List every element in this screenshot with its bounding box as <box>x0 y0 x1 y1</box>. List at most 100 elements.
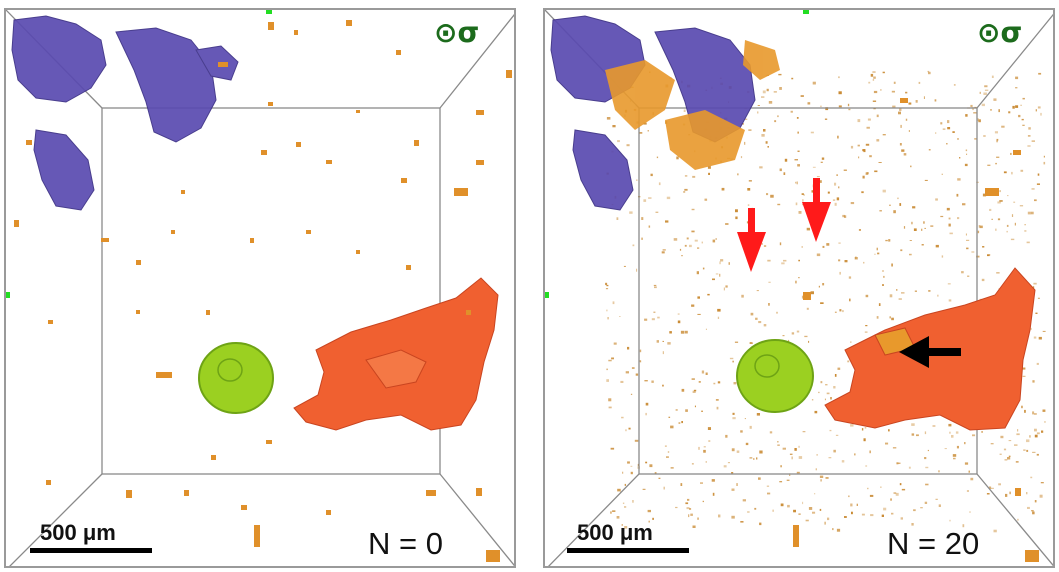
damage-dot <box>825 384 828 386</box>
damage-dot <box>653 311 656 313</box>
damage-dot <box>941 255 944 258</box>
damage-dot <box>949 519 951 522</box>
damage-dot <box>983 135 986 137</box>
damage-dot <box>1010 152 1012 155</box>
damage-dot <box>688 514 690 518</box>
damage-dot <box>966 247 969 250</box>
right-panel: ⊙σ 500 μm N = 20 <box>543 8 1055 568</box>
damage-dot <box>652 517 654 520</box>
damage-dot <box>643 122 647 125</box>
damage-dot <box>928 71 931 75</box>
damage-dot <box>944 448 947 450</box>
damage-dot <box>935 498 938 500</box>
damage-dot <box>836 197 840 201</box>
damage-dot <box>1022 97 1025 100</box>
damage-dot <box>794 448 797 451</box>
damage-dot <box>897 197 899 200</box>
damage-dot <box>761 134 765 137</box>
damage-dot <box>844 260 848 263</box>
damage-dot <box>869 494 874 497</box>
damage-dot <box>668 416 671 418</box>
damage-dot <box>1021 405 1023 409</box>
damage-dot <box>772 509 774 512</box>
stress-direction-icon: ⊙σ <box>434 16 480 49</box>
damage-dot <box>949 232 953 235</box>
damage-dot <box>874 253 876 255</box>
damage-dot <box>769 431 773 434</box>
damage-dot <box>1008 440 1012 442</box>
damage-dot <box>986 493 990 495</box>
damage-dot <box>921 228 923 231</box>
damage-dot <box>1027 506 1030 509</box>
damage-dot <box>901 488 906 491</box>
damage-dot <box>989 208 992 211</box>
damage-dot <box>1036 183 1040 185</box>
damage-dot <box>995 162 997 165</box>
damage-dot <box>878 162 882 163</box>
damage-dot <box>632 244 635 247</box>
damage-dot <box>1032 380 1035 383</box>
damage-dot <box>768 281 771 283</box>
damage-dot <box>1040 482 1044 484</box>
damage-dot <box>877 252 880 255</box>
damage-dot <box>693 389 697 392</box>
damage-dot <box>882 270 884 272</box>
damage-dot <box>821 157 825 160</box>
damage-dot <box>1009 491 1011 495</box>
damage-dot <box>737 173 739 176</box>
damage-dot <box>827 191 830 194</box>
damage-dot <box>798 445 800 448</box>
damage-dot <box>1022 375 1026 377</box>
damage-dot <box>966 490 969 492</box>
damage-dot <box>788 339 790 342</box>
damage-dot <box>795 280 797 284</box>
damage-dot <box>819 508 822 511</box>
damage-dot <box>833 386 836 389</box>
damage-dot <box>883 507 887 511</box>
damage-dot <box>839 309 842 312</box>
damage-dot <box>1043 155 1045 158</box>
damage-dot <box>838 91 842 95</box>
damage-dot <box>664 445 667 447</box>
damage-dot <box>1043 161 1046 165</box>
damage-dot <box>914 290 917 292</box>
damage-dot <box>832 528 834 531</box>
damage-dot <box>842 310 844 313</box>
damage-dot <box>783 172 786 175</box>
damage-dot <box>1041 430 1044 433</box>
damage-dot <box>680 330 685 334</box>
damage-dot <box>717 381 721 384</box>
damage-dot <box>883 275 885 278</box>
damage-dot <box>867 487 869 490</box>
damage-dot <box>891 512 894 515</box>
damage-dot <box>736 450 740 453</box>
damage-dot <box>891 90 895 93</box>
damage-dot <box>1030 327 1032 330</box>
damage-dot <box>895 492 899 496</box>
damage-dot <box>1027 145 1031 147</box>
damage-dot <box>641 237 643 240</box>
damage-dot <box>622 502 625 504</box>
damage-dot <box>862 175 865 179</box>
damage-dot <box>643 199 647 202</box>
damage-dot <box>901 292 905 294</box>
damage-dot <box>818 285 820 288</box>
damage-dot <box>625 371 629 374</box>
damage-dot <box>673 238 678 241</box>
damage-dot <box>924 431 927 435</box>
damage-dot <box>1042 409 1046 412</box>
damage-dot <box>1031 510 1034 512</box>
scale-bar <box>30 548 152 553</box>
damage-dot <box>924 227 926 229</box>
damage-dot <box>697 313 701 315</box>
damage-dot <box>932 425 936 427</box>
damage-dot <box>631 367 635 369</box>
damage-dot <box>925 466 929 469</box>
damage-dot <box>780 465 782 468</box>
damage-dot <box>897 462 901 464</box>
damage-dot <box>955 431 959 434</box>
damage-dot <box>636 179 638 181</box>
damage-dot <box>630 471 633 475</box>
damage-dot <box>876 247 878 251</box>
damage-dot <box>812 81 816 85</box>
